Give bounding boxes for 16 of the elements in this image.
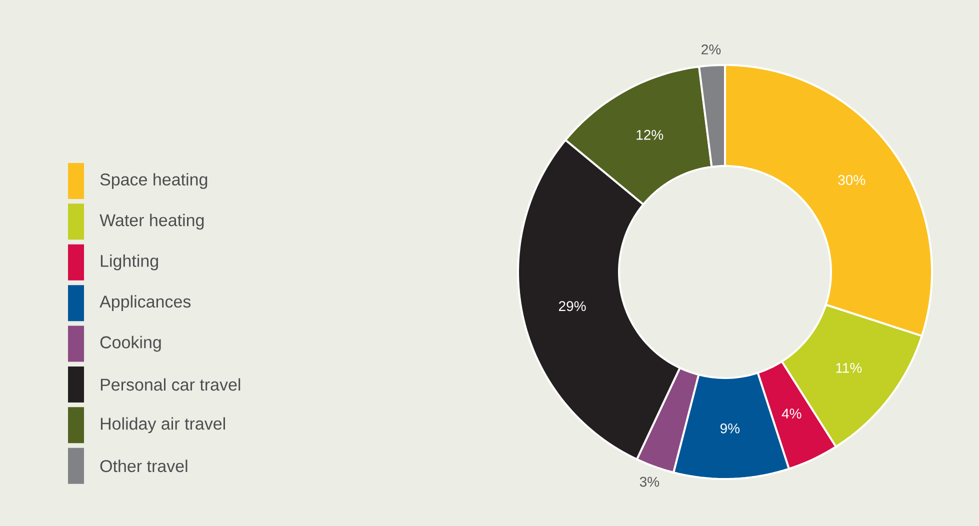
legend-label: Applicances (100, 295, 191, 312)
legend-label: Lighting (100, 254, 158, 270)
legend-label: Space heating (100, 173, 208, 189)
data-label: 12% (636, 130, 664, 140)
legend-label: Cooking (100, 336, 161, 352)
data-label: 30% (838, 175, 866, 185)
data-label: 3% (640, 476, 660, 487)
data-label: 2% (702, 44, 721, 54)
data-label: 4% (782, 408, 802, 418)
data-label: 9% (720, 423, 740, 434)
legend-label: Personal car travel (100, 378, 240, 391)
data-label: 29% (558, 301, 586, 312)
legend-label: Holiday air travel (100, 417, 225, 434)
legend-label: Other travel (100, 460, 188, 472)
legend-label: Water heating (100, 214, 204, 230)
data-label: 11% (836, 363, 862, 373)
